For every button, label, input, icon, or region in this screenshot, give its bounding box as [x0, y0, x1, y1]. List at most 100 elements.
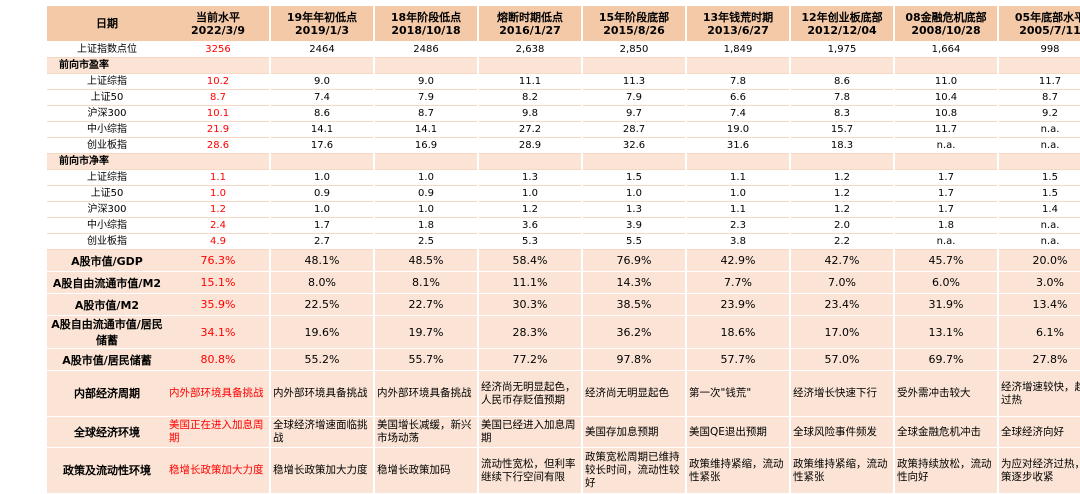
row-label: 全球经济环境	[47, 416, 167, 448]
table-cell: 11.1%	[477, 271, 582, 294]
row-label: A股市值/居民储蓄	[47, 348, 167, 371]
table-cell: 55.7%	[373, 348, 478, 371]
table-cell: 1.4	[997, 201, 1080, 218]
table-cell: 28.9	[477, 137, 582, 154]
table-cell: 15.7	[789, 121, 894, 138]
table-cell: 11.7	[997, 73, 1080, 90]
table-cell: 5.3	[477, 233, 582, 250]
table-cell: 7.9	[581, 89, 686, 106]
table-cell: 1,664	[893, 41, 998, 58]
row-label: 前向市净率	[47, 153, 167, 170]
table-cell: 9.7	[581, 105, 686, 122]
table-cell: 2.2	[789, 233, 894, 250]
table-cell: 11.0	[893, 73, 998, 90]
table-cell: 10.1	[167, 105, 270, 122]
table-cell: 1.2	[789, 201, 894, 218]
table-cell: 8.6	[789, 73, 894, 90]
table-cell: 1.3	[477, 169, 582, 186]
header-row: 日期 当前水平 2022/3/9 19年年初低点 2019/1/3 18年阶段低点 2018…	[47, 5, 1080, 42]
table-cell: 1.0	[373, 169, 478, 186]
table-cell: 经济尚无明显起色，人民币存贬值预期	[477, 370, 582, 417]
table-cell: 13.4%	[997, 293, 1080, 316]
table-cell: 2.7	[269, 233, 374, 250]
table-cell	[167, 153, 270, 170]
table-cell: 10.2	[167, 73, 270, 90]
table-cell	[997, 57, 1080, 74]
table-cell: 1.1	[685, 169, 790, 186]
table-row: A股自由流通市值/M2 15.1% 8.0% 8.1% 11.1% 14.3% 7.7% 7.…	[47, 271, 1080, 294]
table-cell: 14.1	[373, 121, 478, 138]
table-cell: 7.8	[685, 73, 790, 90]
table-cell: 7.4	[685, 105, 790, 122]
table-cell: 1.2	[789, 185, 894, 202]
table-cell: 1.1	[167, 169, 270, 186]
table-cell: 30.3%	[477, 293, 582, 316]
table-cell: 11.1	[477, 73, 582, 90]
table-row: A股市值/M2 35.9% 22.5% 22.7% 30.3% 38.5% 23.9% 23.…	[47, 293, 1080, 316]
column-date: 2022/3/9	[191, 23, 245, 37]
table-cell	[373, 57, 478, 74]
table-row: 中小综指 2.4 1.7 1.8 3.6 3.9 2.3 2.0 1.8 n.a.	[47, 217, 1080, 234]
table-cell: 0.9	[373, 185, 478, 202]
column-name: 08金融危机底部	[905, 10, 987, 24]
table-cell: 内外部环境具备挑战	[269, 370, 374, 417]
table-cell: 80.8%	[167, 348, 270, 371]
table-cell: 18.6%	[685, 315, 790, 349]
table-cell: 57.0%	[789, 348, 894, 371]
column-name: 12年创业板底部	[801, 10, 883, 24]
table-cell	[167, 57, 270, 74]
column-name: 19年年初低点	[286, 10, 358, 24]
table-cell: 14.3%	[581, 271, 686, 294]
table-cell: 16.9	[373, 137, 478, 154]
header-column-cell: 15年阶段底部 2015/8/26	[581, 5, 686, 42]
table-cell: 1.8	[893, 217, 998, 234]
row-label: 创业板指	[47, 137, 167, 154]
table-cell: 23.4%	[789, 293, 894, 316]
table-cell: 76.3%	[167, 249, 270, 272]
table-cell	[581, 153, 686, 170]
table-cell: 2.4	[167, 217, 270, 234]
table-cell: 42.7%	[789, 249, 894, 272]
table-cell: 17.6	[269, 137, 374, 154]
table-cell: 9.8	[477, 105, 582, 122]
table-cell: 9.2	[997, 105, 1080, 122]
table-cell: 14.1	[269, 121, 374, 138]
table-cell: 政策宽松周期已维持较长时间，流动性较好	[581, 447, 686, 494]
table-row: A股市值/GDP 76.3% 48.1% 48.5% 58.4% 76.9% 42.9% 42…	[47, 249, 1080, 272]
table-cell: 1.0	[581, 185, 686, 202]
table-cell: 1.7	[893, 185, 998, 202]
table-cell: 2,638	[477, 41, 582, 58]
table-cell: 美国QE退出预期	[685, 416, 790, 448]
table-cell: 7.7%	[685, 271, 790, 294]
table-cell: 1.0	[269, 169, 374, 186]
header-column-cell: 19年年初低点 2019/1/3	[269, 5, 374, 42]
table-cell: 97.8%	[581, 348, 686, 371]
table-cell: 1.7	[893, 169, 998, 186]
table-cell: 1.1	[685, 201, 790, 218]
table-cell: 34.1%	[167, 315, 270, 349]
table-cell: 3.6	[477, 217, 582, 234]
table-row: 上证综指 10.2 9.0 9.0 11.1 11.3 7.8 8.6 11.0 11.7	[47, 73, 1080, 90]
table-cell: 1.3	[581, 201, 686, 218]
table-cell: 8.3	[789, 105, 894, 122]
table-cell: 35.9%	[167, 293, 270, 316]
table-cell: 政策维持紧缩，流动性紧张	[685, 447, 790, 494]
table-cell: 57.7%	[685, 348, 790, 371]
table-cell: n.a.	[997, 233, 1080, 250]
table-cell: 3.8	[685, 233, 790, 250]
table-cell: 31.6	[685, 137, 790, 154]
table-cell: 18.3	[789, 137, 894, 154]
table-cell: 19.6%	[269, 315, 374, 349]
table-cell: 8.6	[269, 105, 374, 122]
table-cell: 流动性宽松，但利率继续下行空间有限	[477, 447, 582, 494]
row-label: A股市值/M2	[47, 293, 167, 316]
table-row: 上证综指 1.1 1.0 1.0 1.3 1.5 1.1 1.2 1.7 1.5	[47, 169, 1080, 186]
table-row: 上证指数点位 3256 2464 2486 2,638 2,850 1,849 1,975 1,…	[47, 41, 1080, 58]
column-date: 2019/1/3	[295, 23, 349, 37]
table-row: A股市值/居民储蓄 80.8% 55.2% 55.7% 77.2% 97.8% 57.7% 5…	[47, 348, 1080, 371]
table-cell: 7.4	[269, 89, 374, 106]
header-label-cell: 日期	[47, 5, 167, 42]
table-cell: 1.0	[373, 201, 478, 218]
table-cell: 69.7%	[893, 348, 998, 371]
table-cell: 美国增长减缓，新兴市场动荡	[373, 416, 478, 448]
